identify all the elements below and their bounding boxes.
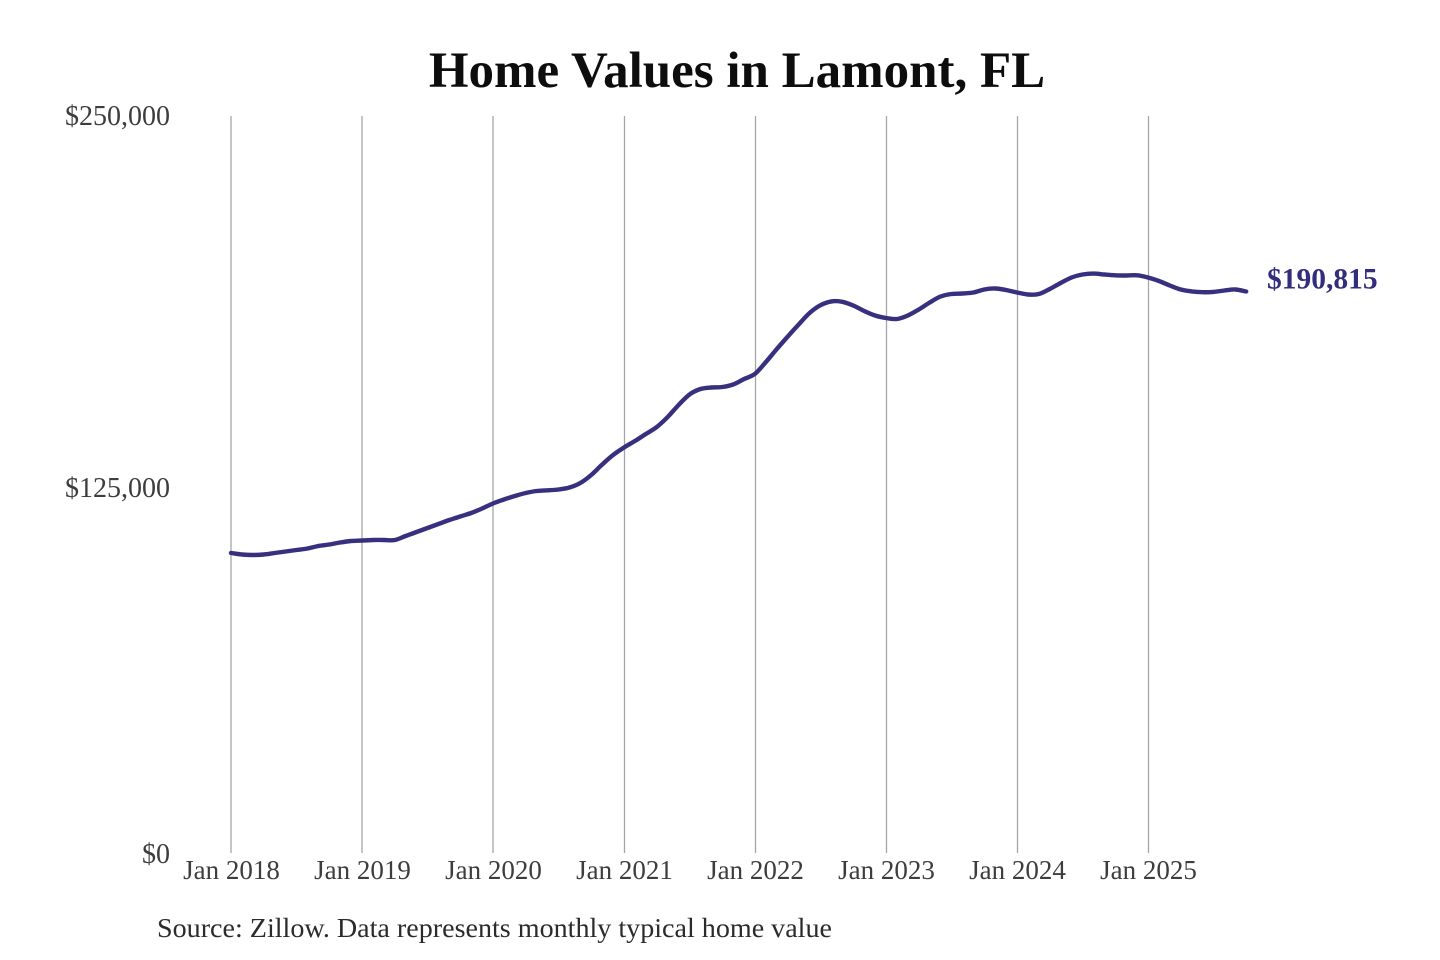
svg-text:Jan 2022: Jan 2022: [707, 855, 804, 885]
svg-text:Home Values in Lamont, FL: Home Values in Lamont, FL: [429, 43, 1045, 99]
svg-text:Jan 2019: Jan 2019: [314, 855, 411, 885]
svg-text:$0: $0: [142, 839, 170, 870]
svg-text:$250,000: $250,000: [65, 101, 170, 132]
svg-text:Jan 2023: Jan 2023: [838, 855, 935, 885]
svg-text:Jan 2021: Jan 2021: [576, 855, 673, 885]
svg-text:$125,000: $125,000: [65, 473, 170, 504]
svg-text:Jan 2018: Jan 2018: [183, 855, 280, 885]
svg-text:Source: Zillow. Data represent: Source: Zillow. Data represents monthly …: [157, 913, 832, 943]
svg-text:Jan 2025: Jan 2025: [1100, 855, 1197, 885]
svg-text:Jan 2020: Jan 2020: [445, 855, 542, 885]
svg-text:Jan 2024: Jan 2024: [969, 855, 1066, 885]
svg-text:$190,815: $190,815: [1267, 264, 1378, 296]
